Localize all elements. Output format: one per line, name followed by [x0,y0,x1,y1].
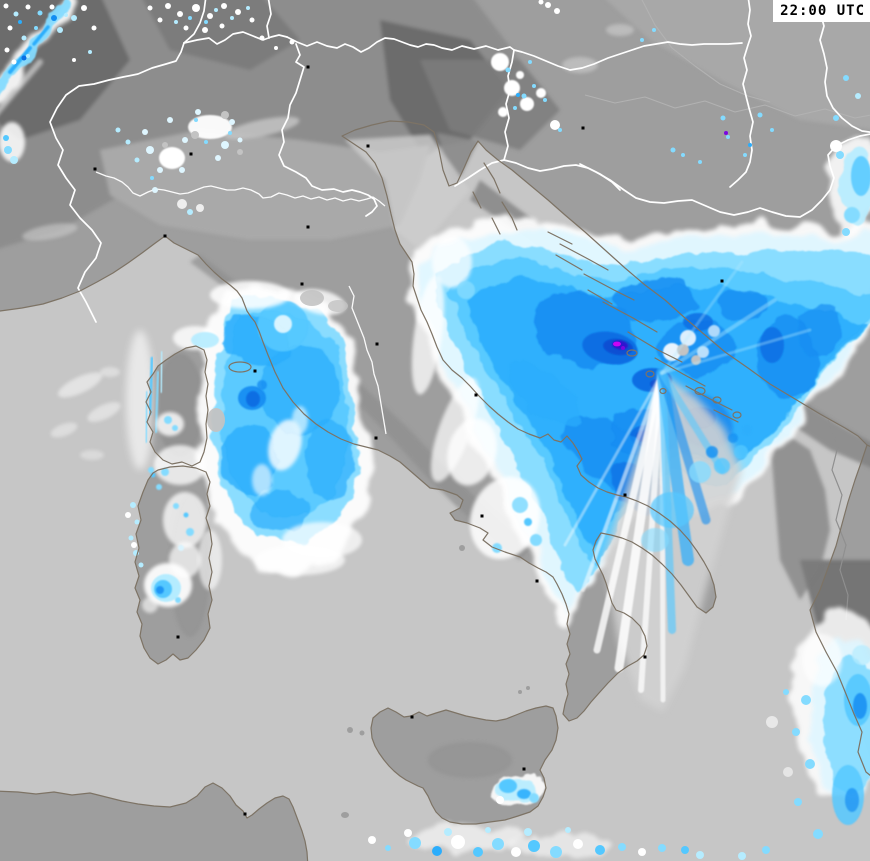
precip-south-band [368,823,770,860]
precip-system-tyrrhenian [173,281,368,577]
city-dot [300,282,304,286]
city-dots-layer [93,65,724,816]
precip-lombardy-cluster [115,109,243,215]
precip-ne-cluster [491,53,861,164]
terrain-sicily [428,742,512,778]
landmass-africa [0,783,308,861]
city-dot [410,715,414,719]
river-layer [95,0,870,435]
city-dot [720,279,724,283]
precip-system-ionian [766,610,870,839]
river-sava [584,94,870,119]
border-montenegro-albania [827,419,849,621]
terrain-pannonian-plain [606,0,870,130]
city-dot [623,493,627,497]
city-dot [163,234,167,238]
river-tiber [348,285,387,435]
city-dot [375,342,379,346]
terrain-julian-alps [420,60,560,150]
coast-sicily [370,705,559,825]
cloud-wisp [22,223,78,241]
city-dot [643,655,647,659]
islet-egadi [359,730,365,736]
islet-aeolian [526,686,530,690]
border-austria-hungary [513,41,743,71]
coast-elba [228,361,252,373]
city-dot [480,514,484,518]
coast-corsica [145,345,209,467]
city-dot [306,225,310,229]
coast-africa [0,782,309,861]
islet-ischia [459,545,465,551]
precip-right-edge-patch [826,136,870,236]
precip-core-blue [246,391,260,407]
border-france-italy [49,42,185,323]
border-austria-slovenia [503,49,515,161]
radar-shadow-fan [604,373,742,712]
border-italy-slovenia [278,43,378,217]
coastline-layer [0,120,870,861]
border-austria-switzerland [266,0,272,39]
city-dot [189,152,193,156]
islet-egadi [347,727,353,733]
city-dot [243,812,247,816]
terrain-istria [437,133,478,188]
border-switzerland-france [183,0,207,44]
border-slovenia-croatia [454,159,621,191]
city-dot [306,65,310,69]
radar-ray-tips [641,425,752,552]
cloud-wisp [606,24,634,36]
timestamp-label: 22:00 UTC [773,0,870,22]
terrain-alps-dark-north [143,0,300,70]
city-dot [522,767,526,771]
sea-north-adriatic [345,135,470,250]
terrain-alps-dark-west [0,0,130,140]
city-dot [581,126,585,130]
city-dot [366,144,370,148]
city-dot [474,393,478,397]
city-dot [374,436,378,440]
coast-sardinia [134,465,213,665]
border-hungary-croatia [729,0,754,188]
radar-spoke-artifacts [563,260,812,712]
precip-corsica-sardinia [125,330,222,613]
coast-albania-greece [809,444,870,776]
city-dot [93,167,97,171]
precip-nw-alps-band [0,0,87,114]
timestamp-text: 22:00 UTC [780,3,865,19]
city-dot [176,635,180,639]
terrain-montenegro [772,430,830,600]
river-po [95,171,386,207]
river-drava [641,0,771,103]
precip-core-magenta [613,341,621,347]
city-dot [535,579,539,583]
border-hungary-east [817,0,870,134]
borders-layer [49,0,870,621]
cloud-wisp [224,116,300,140]
precip-alpine-specks [0,0,656,164]
islet-pantelleria [341,812,349,818]
terrain-corsica [156,353,204,457]
border-austria-italy [286,36,515,53]
cloud-wisps-sea [50,367,121,460]
precip-sicily-patch [493,773,545,807]
terrain-apennines [190,255,530,560]
city-dot [253,369,257,373]
coast-italy [0,120,870,722]
border-switzerland-italy [183,31,288,45]
border-croatia-bosnia [579,133,870,218]
islet-aeolian [518,690,522,694]
precip-left-edge-patch [0,122,25,162]
clutter-patch [207,408,225,432]
coast-croatian-islands [472,162,742,423]
